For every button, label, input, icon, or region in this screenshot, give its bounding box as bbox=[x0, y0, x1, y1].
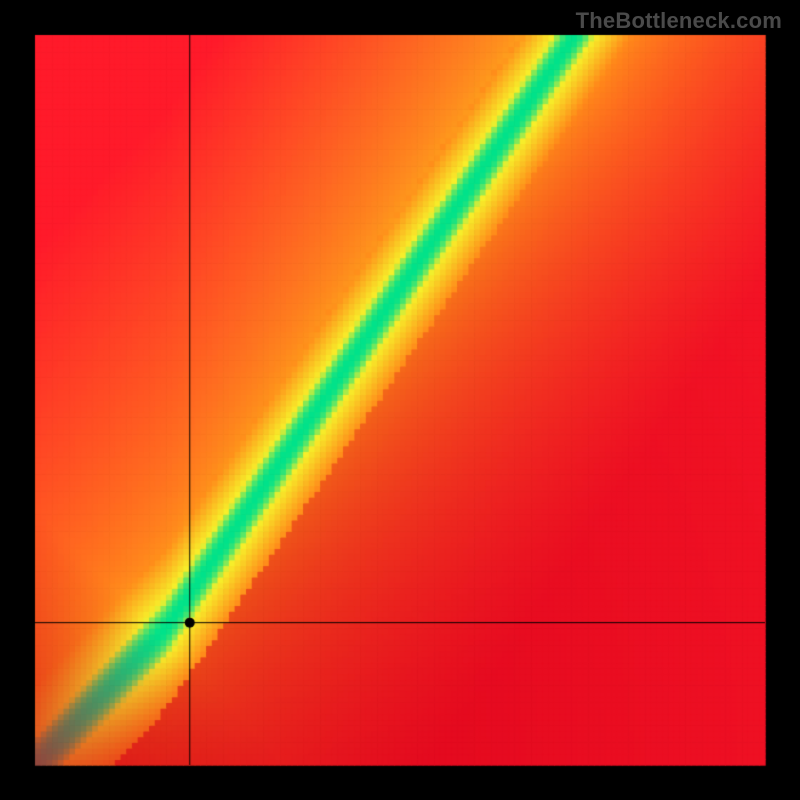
watermark-text: TheBottleneck.com bbox=[576, 8, 782, 34]
bottleneck-heatmap-canvas bbox=[0, 0, 800, 800]
chart-container: TheBottleneck.com bbox=[0, 0, 800, 800]
